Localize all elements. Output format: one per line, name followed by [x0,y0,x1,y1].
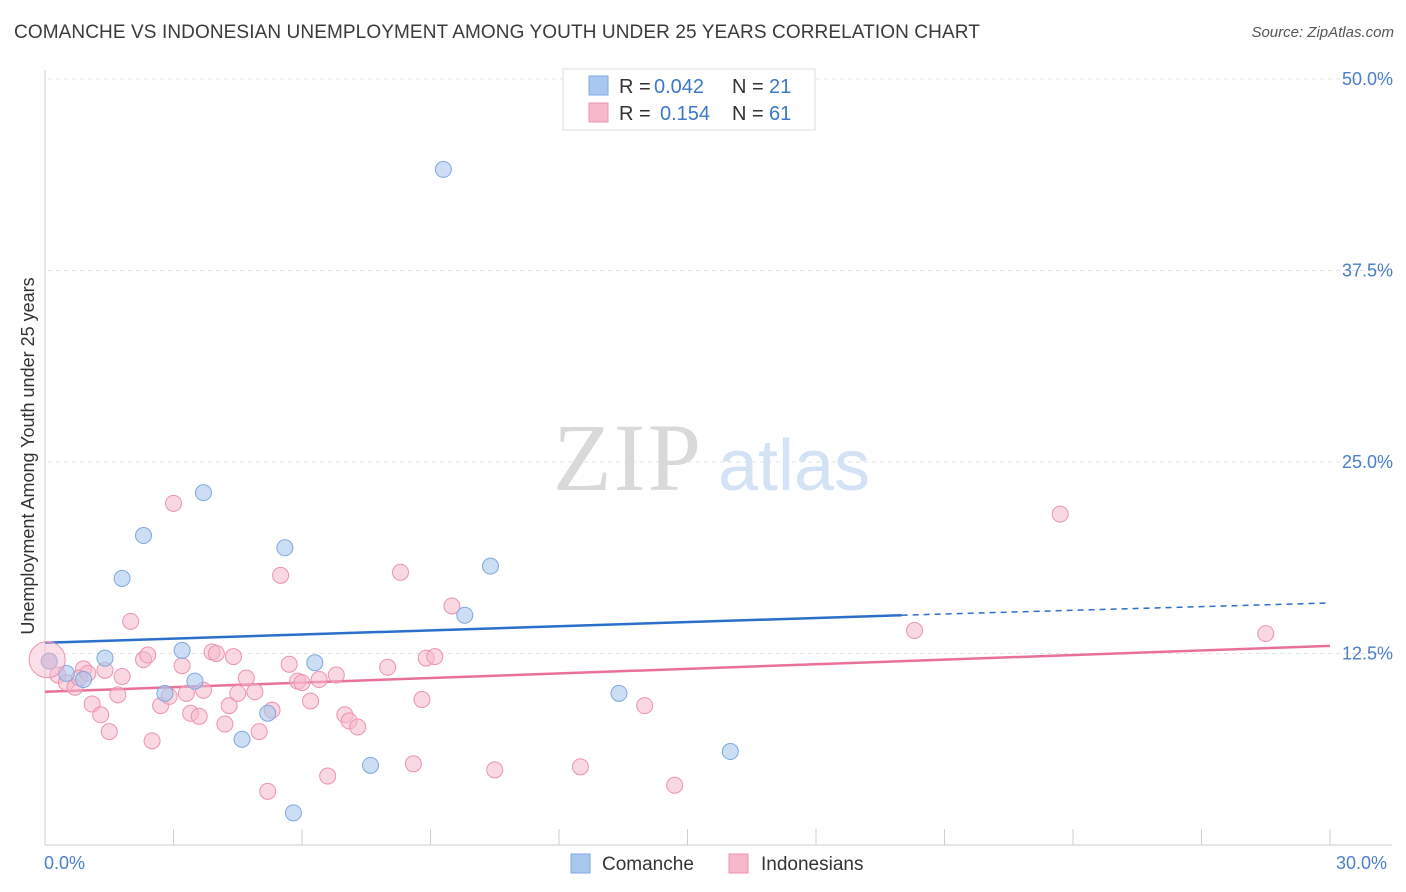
chart-title: COMANCHE VS INDONESIAN UNEMPLOYMENT AMON… [14,22,980,43]
trend-line-indonesians [44,644,1331,694]
point-indonesians [177,684,195,702]
point-comanche [194,484,212,502]
y-tick-labels: 12.5% 25.0% 37.5% 50.0% [1342,69,1393,664]
point-indonesians [224,648,242,666]
point-comanche [284,804,302,822]
legend-swatch-indonesians [588,102,609,123]
point-indonesians [207,645,225,662]
point-comanche [75,671,93,689]
point-indonesians [259,782,277,800]
point-indonesians [413,690,431,708]
legend-n-label-1: N = [732,76,764,98]
gridlines [48,78,1392,654]
point-comanche [481,557,499,575]
y-tick-label: 37.5% [1342,261,1393,281]
point-indonesians [392,563,410,581]
legend-n-value-1: 21 [769,76,791,98]
legend-swatch-comanche [588,75,609,96]
point-indonesians [113,667,131,685]
point-indonesians [426,648,444,666]
point-cluster [28,641,66,679]
point-indonesians [190,707,208,725]
trend-line-comanche-extrapolated [901,602,1331,616]
point-indonesians [173,657,191,675]
legend-n-label-2: N = [732,103,764,125]
point-comanche [135,527,153,545]
point-indonesians [302,692,320,710]
legend-r-label-1: R = [619,76,651,98]
point-indonesians [100,723,118,741]
source-label: Source: ZipAtlas.com [1251,24,1394,41]
point-comanche [362,756,380,774]
bottom-legend-swatch-comanche [570,853,591,874]
point-indonesians [571,758,589,776]
point-indonesians [349,718,367,736]
point-indonesians [1257,625,1275,643]
legend-n-value-2: 61 [769,103,791,125]
point-comanche [610,684,628,702]
point-indonesians [165,494,182,512]
point-indonesians [319,767,337,785]
point-indonesians [109,686,127,704]
point-comanche [276,539,294,557]
point-indonesians [139,646,157,664]
watermark-zip: ZIP [553,404,703,511]
point-comanche [233,730,251,748]
point-comanche [96,649,114,667]
y-tick-label: 50.0% [1342,69,1393,89]
point-indonesians [404,755,422,773]
bottom-legend-swatch-indonesians [728,853,749,874]
point-indonesians [237,669,255,687]
point-indonesians [636,697,654,715]
y-tick-label: 12.5% [1342,644,1393,664]
point-comanche [259,704,277,722]
watermark-atlas: atlas [718,426,870,506]
trend-line-comanche [44,613,902,645]
point-indonesians [310,671,328,689]
y-axis-label: Unemployment Among Youth under 25 years [18,277,38,634]
point-comanche [173,641,191,659]
bottom-legend-indonesians: Indonesians [761,854,863,875]
point-indonesians [250,723,268,741]
point-indonesians [379,658,397,676]
point-comanche [113,569,131,587]
point-comanche [434,160,452,178]
x-tick-label-max: 30.0% [1336,853,1387,873]
point-indonesians [906,622,924,640]
point-indonesians [443,597,461,615]
bottom-legend: Comanche Indonesians [570,853,863,875]
y-tick-label: 25.0% [1342,452,1393,472]
point-indonesians [280,655,298,673]
point-indonesians [486,761,504,779]
point-comanche [306,654,324,672]
point-indonesians [216,715,234,733]
point-indonesians [92,706,110,724]
scatter-points [28,160,1275,822]
point-indonesians [143,732,161,750]
point-indonesians [246,683,264,701]
legend-r-value-2: 0.154 [660,103,710,125]
point-comanche [721,743,739,761]
point-indonesians [1051,505,1069,523]
x-tick-label-min: 0.0% [44,853,85,873]
point-comanche [40,652,58,670]
legend: R = 0.042 N = 21 R = 0.154 N = 61 [562,68,816,131]
trend-lines [44,602,1331,694]
legend-r-value-1: 0.042 [654,76,704,98]
point-indonesians [122,612,140,630]
x-tick-marks [44,829,1331,845]
point-comanche [456,606,474,624]
point-comanche [156,684,174,702]
point-indonesians [293,674,311,692]
point-indonesians [229,684,247,702]
point-indonesians [272,566,290,584]
point-comanche [186,672,204,690]
bottom-legend-comanche: Comanche [602,854,694,875]
point-indonesians [327,666,345,684]
point-indonesians [220,697,238,715]
point-indonesians [666,776,684,794]
legend-r-label-2: R = [619,103,651,125]
